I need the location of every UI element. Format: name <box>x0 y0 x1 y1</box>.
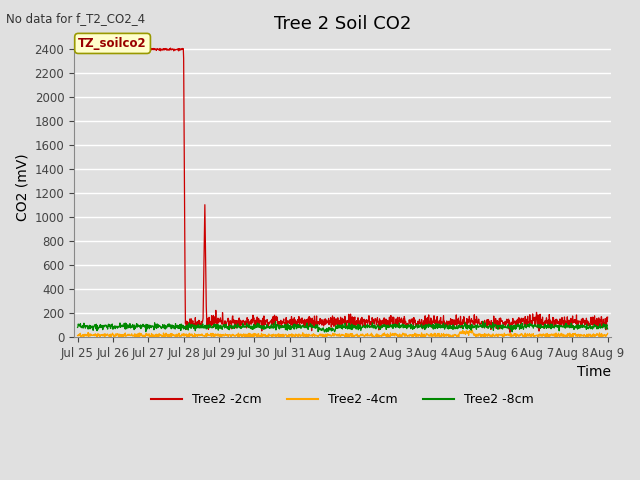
Text: TZ_soilco2: TZ_soilco2 <box>78 37 147 50</box>
Y-axis label: CO2 (mV): CO2 (mV) <box>15 154 29 221</box>
Title: Tree 2 Soil CO2: Tree 2 Soil CO2 <box>274 15 412 33</box>
Text: No data for f_T2_CO2_4: No data for f_T2_CO2_4 <box>6 12 145 25</box>
X-axis label: Time: Time <box>577 365 611 379</box>
Legend: Tree2 -2cm, Tree2 -4cm, Tree2 -8cm: Tree2 -2cm, Tree2 -4cm, Tree2 -8cm <box>146 388 539 411</box>
